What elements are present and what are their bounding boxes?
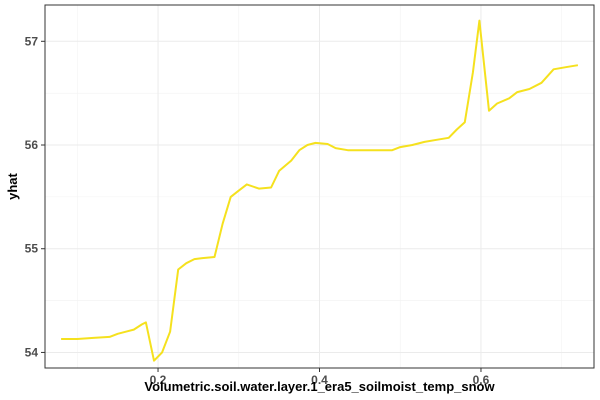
x-tick-label: 0.6 <box>473 373 490 387</box>
x-axis-title: Volumetric.soil.water.layer.1_era5_soilm… <box>144 379 495 394</box>
grid <box>45 5 594 368</box>
y-tick-label: 56 <box>25 138 39 152</box>
x-tick-label: 0.2 <box>150 373 167 387</box>
series-layer <box>61 19 579 362</box>
x-tick-label: 0.4 <box>311 373 328 387</box>
y-axis-title: yhat <box>5 172 20 199</box>
series-line <box>61 19 579 362</box>
y-tick-label: 57 <box>25 34 39 48</box>
axis-ticks: 0.2 0.4 0.6 54 55 56 57 <box>25 34 490 387</box>
y-tick-label: 55 <box>25 242 39 256</box>
y-tick-label: 54 <box>25 345 39 359</box>
